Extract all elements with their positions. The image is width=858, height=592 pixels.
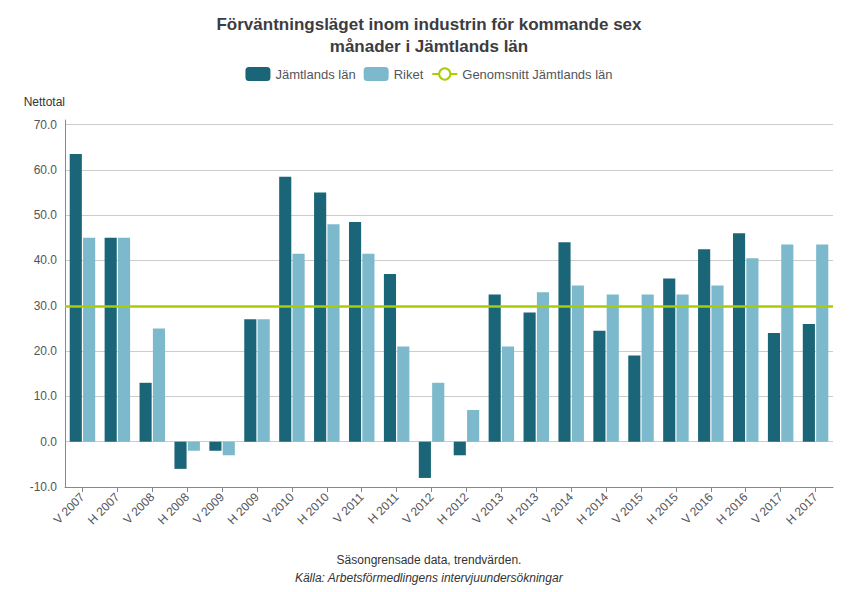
svg-text:månader i Jämtlands län: månader i Jämtlands län	[330, 37, 528, 56]
svg-text:H 2009: H 2009	[225, 490, 262, 527]
svg-text:Jämtlands län: Jämtlands län	[275, 67, 355, 82]
svg-text:V 2014: V 2014	[539, 490, 576, 527]
svg-text:10.0: 10.0	[34, 389, 58, 403]
svg-text:30.0: 30.0	[34, 299, 58, 313]
svg-text:H 2016: H 2016	[713, 490, 750, 527]
svg-text:Genomsnitt Jämtlands län: Genomsnitt Jämtlands län	[462, 67, 612, 82]
svg-text:Riket: Riket	[394, 67, 424, 82]
svg-text:H 2013: H 2013	[504, 490, 541, 527]
svg-text:V 2007: V 2007	[51, 490, 88, 527]
svg-text:70.0: 70.0	[34, 118, 58, 132]
svg-text:60.0: 60.0	[34, 163, 58, 177]
svg-text:H 2014: H 2014	[574, 490, 611, 527]
svg-text:40.0: 40.0	[34, 253, 58, 267]
svg-text:V 2008: V 2008	[120, 490, 157, 527]
svg-text:-10.0: -10.0	[30, 480, 58, 494]
svg-text:Säsongrensade data, trendvärde: Säsongrensade data, trendvärden.	[337, 553, 522, 567]
svg-text:H 2008: H 2008	[155, 490, 192, 527]
svg-text:Förväntningsläget inom industr: Förväntningsläget inom industrin för kom…	[216, 15, 642, 34]
svg-text:V 2013: V 2013	[470, 490, 507, 527]
svg-text:V 2011: V 2011	[331, 490, 367, 526]
svg-text:H 2011: H 2011	[365, 490, 402, 527]
svg-text:H 2010: H 2010	[295, 490, 332, 527]
svg-text:H 2007: H 2007	[85, 490, 122, 527]
svg-text:20.0: 20.0	[34, 344, 58, 358]
svg-text:V 2016: V 2016	[679, 490, 716, 527]
svg-text:H 2015: H 2015	[644, 490, 681, 527]
svg-text:H 2017: H 2017	[783, 490, 820, 527]
svg-text:Nettotal: Nettotal	[24, 95, 65, 109]
svg-text:V 2009: V 2009	[190, 490, 227, 527]
svg-text:V 2010: V 2010	[260, 490, 297, 527]
svg-text:0.0: 0.0	[40, 435, 57, 449]
svg-text:Källa: Arbetsförmedlingens int: Källa: Arbetsförmedlingens intervjuunder…	[295, 571, 564, 585]
svg-text:H 2012: H 2012	[434, 490, 471, 527]
svg-text:50.0: 50.0	[34, 208, 58, 222]
svg-text:V 2017: V 2017	[749, 490, 786, 527]
svg-text:V 2012: V 2012	[400, 490, 437, 527]
svg-text:V 2015: V 2015	[609, 490, 646, 527]
